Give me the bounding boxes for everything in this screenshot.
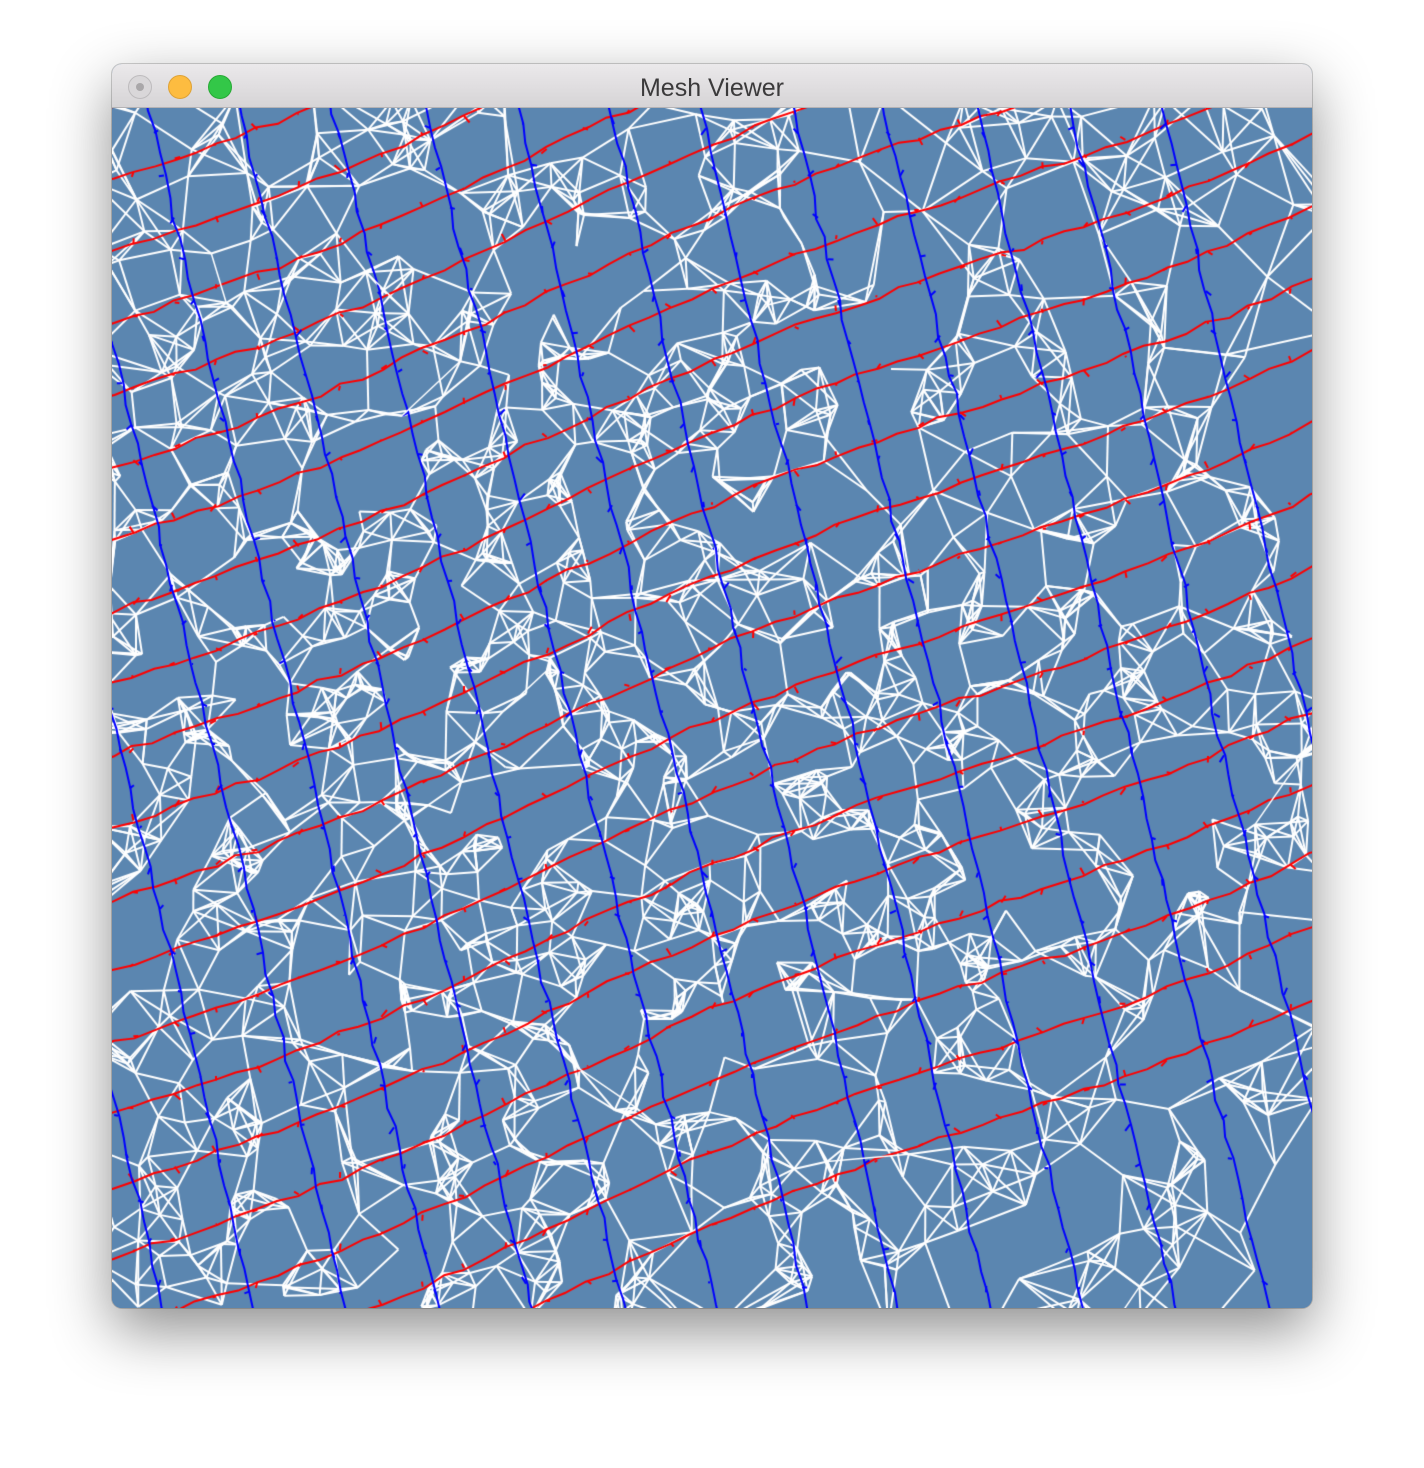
mesh-canvas[interactable]	[112, 108, 1312, 1308]
mesh-viewer-window: Mesh Viewer	[112, 64, 1312, 1308]
window-title: Mesh Viewer	[639, 74, 785, 102]
close-button[interactable]	[128, 75, 152, 99]
zoom-button[interactable]	[208, 75, 232, 99]
title-bar[interactable]: Mesh Viewer	[112, 64, 1312, 108]
mesh-viewport[interactable]	[112, 108, 1312, 1308]
minimize-button[interactable]	[168, 75, 192, 99]
